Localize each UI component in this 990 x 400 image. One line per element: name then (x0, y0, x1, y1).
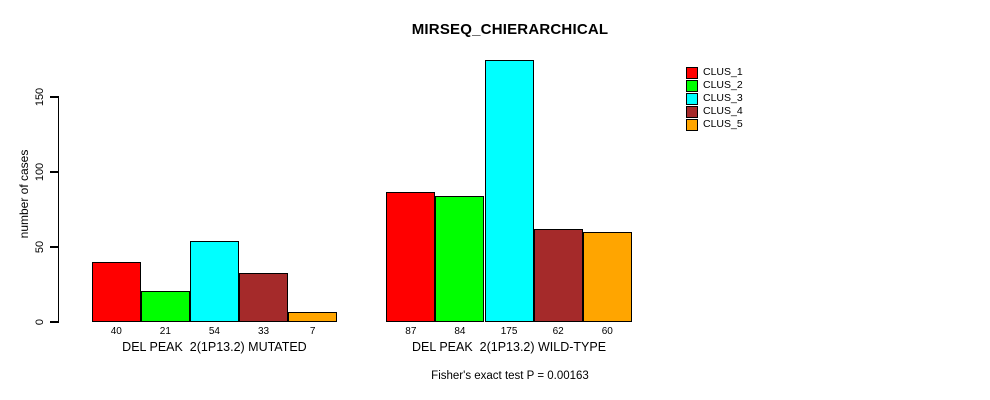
bar-clus_4-group1 (239, 272, 289, 322)
bar-value-label: 60 (601, 326, 613, 337)
legend-item: CLUS_4 (686, 105, 743, 118)
bar-value-label: 87 (405, 326, 417, 337)
y-tick (49, 321, 58, 323)
legend-swatch (686, 118, 698, 131)
bar-clus_5-group1 (288, 311, 338, 322)
legend: CLUS_1 CLUS_2 CLUS_3 CLUS_4 CLUS_5 (686, 66, 743, 131)
bar-value-label: 84 (454, 326, 466, 337)
y-tick-label: 0 (34, 318, 46, 326)
category-label: DEL PEAK 2(1P13.2) WILD-TYPE (412, 340, 607, 354)
legend-label: CLUS_5 (703, 118, 743, 130)
bar-value-label: 40 (110, 326, 122, 337)
legend-item: CLUS_3 (686, 92, 743, 105)
bar-clus_1-group2 (386, 191, 436, 322)
legend-label: CLUS_1 (703, 66, 743, 78)
bar-value-label: 175 (500, 326, 518, 337)
legend-item: CLUS_5 (686, 118, 743, 131)
y-tick-label: 50 (34, 240, 46, 254)
bar-value-label: 21 (159, 326, 171, 337)
legend-label: CLUS_2 (703, 79, 743, 91)
category-label: DEL PEAK 2(1P13.2) MUTATED (122, 340, 307, 354)
bar-clus_3-group2 (484, 59, 534, 322)
legend-swatch (686, 92, 698, 105)
legend-swatch (686, 66, 698, 79)
bar-clus_3-group1 (189, 241, 239, 322)
y-tick (49, 96, 58, 98)
y-tick-label: 100 (34, 162, 46, 182)
legend-item: CLUS_1 (686, 66, 743, 79)
bar-clus_4-group2 (533, 229, 583, 322)
bar-value-label: 62 (552, 326, 564, 337)
y-tick-label: 150 (34, 87, 46, 107)
y-tick (49, 246, 58, 248)
legend-label: CLUS_3 (703, 92, 743, 104)
y-axis-line (57, 96, 59, 323)
y-tick (49, 171, 58, 173)
bar-value-label: 33 (257, 326, 270, 337)
legend-swatch (686, 105, 698, 118)
bar-clus_2-group2 (435, 196, 485, 322)
annotation-text: Fisher's exact test P = 0.00163 (431, 370, 589, 382)
bar-clus_5-group2 (582, 232, 632, 322)
legend-item: CLUS_2 (686, 79, 743, 92)
bar-value-label: 7 (309, 326, 316, 337)
y-axis-title: number of cases (17, 149, 31, 239)
bar-clus_2-group1 (140, 290, 190, 322)
legend-label: CLUS_4 (703, 105, 743, 117)
legend-swatch (686, 79, 698, 92)
bar-clus_1-group1 (91, 262, 141, 322)
chart-title: MIRSEQ_CHIERARCHICAL (411, 21, 609, 38)
bar-value-label: 54 (208, 326, 220, 337)
